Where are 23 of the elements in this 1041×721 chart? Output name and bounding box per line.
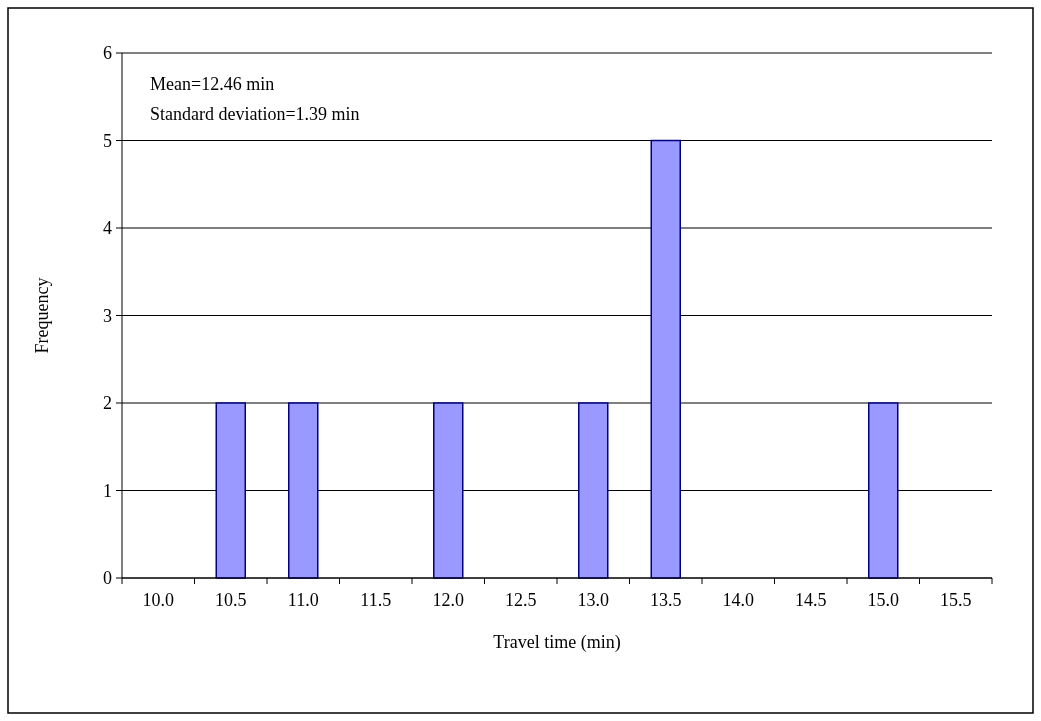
y-tick-label: 3 — [103, 305, 112, 326]
x-tick-label: 13.5 — [650, 590, 682, 610]
x-tick-label: 13.0 — [577, 590, 609, 610]
y-tick-label: 1 — [103, 480, 112, 501]
y-tick-label: 4 — [103, 218, 112, 239]
x-tick-label: 12.5 — [505, 590, 537, 610]
y-tick-label: 0 — [103, 568, 112, 589]
y-tick-label: 2 — [103, 393, 112, 414]
y-axis-title: Frequency — [32, 277, 53, 354]
x-tick-label: 14.0 — [722, 590, 754, 610]
x-tick-label: 10.5 — [215, 590, 247, 610]
x-tick-label: 15.0 — [867, 590, 899, 610]
x-tick-label: 15.5 — [940, 590, 972, 610]
y-tick-label: 6 — [103, 43, 112, 64]
x-tick-label: 10.0 — [142, 590, 174, 610]
annotation: Standard deviation=1.39 min — [150, 104, 360, 124]
x-tick-label: 11.5 — [360, 590, 392, 610]
x-tick-label: 14.5 — [795, 590, 827, 610]
y-tick-label: 5 — [103, 130, 112, 151]
annotation: Mean=12.46 min — [150, 74, 275, 94]
x-tick-label: 11.0 — [287, 590, 319, 610]
x-tick-label: 12.0 — [432, 590, 464, 610]
x-axis-title: Travel time (min) — [493, 632, 621, 653]
